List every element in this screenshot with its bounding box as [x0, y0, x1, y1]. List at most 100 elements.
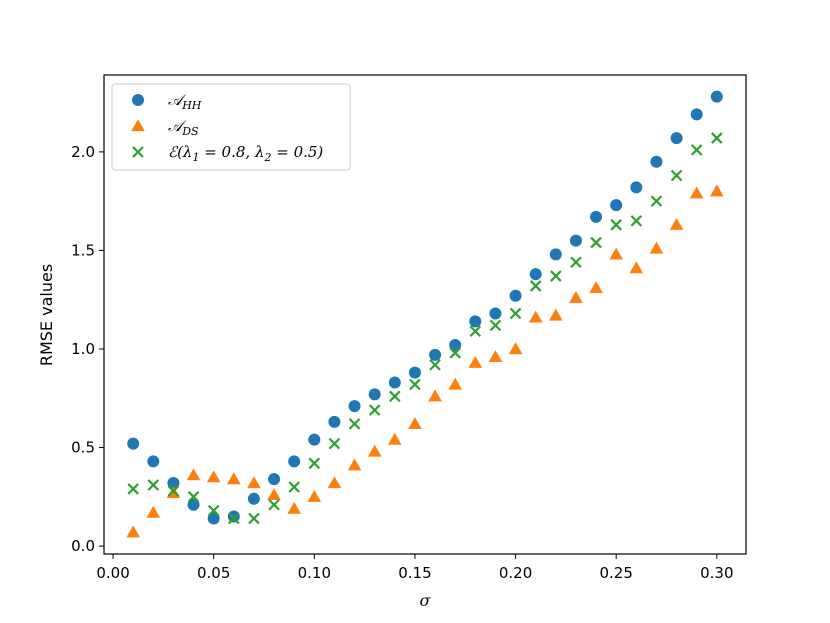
data-point	[448, 377, 462, 390]
y-axis-label: RMSE values	[37, 264, 56, 366]
data-point	[287, 501, 301, 514]
data-point	[690, 144, 703, 156]
legend-box	[111, 83, 351, 171]
series-3	[127, 132, 723, 525]
x-axis-label: σ	[420, 591, 432, 610]
data-point	[186, 468, 201, 481]
data-point	[147, 455, 160, 468]
data-point	[590, 236, 602, 249]
data-point	[308, 433, 321, 446]
data-point	[610, 219, 622, 231]
data-point	[689, 186, 704, 199]
data-point	[711, 132, 723, 144]
data-point	[347, 458, 362, 471]
data-point	[569, 290, 583, 303]
data-point	[408, 417, 422, 430]
x-tick-label: 0.05	[197, 564, 230, 582]
legend-marker	[132, 94, 144, 106]
data-point	[670, 132, 683, 145]
data-point	[429, 358, 441, 371]
data-point	[146, 505, 161, 518]
data-point	[690, 108, 703, 121]
data-point	[630, 215, 643, 227]
data-point	[529, 268, 542, 281]
data-point	[650, 155, 663, 168]
data-point	[469, 325, 482, 338]
data-point	[630, 181, 643, 194]
data-point	[590, 210, 603, 223]
data-point	[348, 418, 361, 430]
data-point	[267, 488, 281, 500]
data-point	[288, 481, 300, 493]
data-point	[570, 256, 582, 269]
data-point	[248, 512, 260, 525]
data-point	[488, 350, 503, 362]
y-tick-label: 1.5	[71, 241, 95, 259]
data-point	[368, 404, 381, 416]
data-point	[227, 510, 240, 523]
data-point	[268, 498, 280, 511]
data-point	[227, 472, 241, 485]
data-point	[388, 376, 401, 389]
data-point	[408, 366, 421, 379]
data-point	[549, 308, 563, 321]
data-point	[610, 199, 623, 212]
x-tick-label: 0.00	[96, 564, 129, 582]
data-point	[348, 400, 361, 413]
plot-area	[126, 90, 724, 538]
data-point	[669, 218, 684, 230]
data-point	[268, 473, 281, 486]
data-point	[207, 504, 220, 517]
data-point	[167, 477, 180, 490]
data-point	[328, 415, 341, 428]
data-point	[528, 310, 543, 323]
data-point	[449, 347, 461, 359]
data-point	[710, 90, 723, 103]
data-point	[428, 389, 442, 402]
data-point	[228, 512, 240, 525]
y-tick-label: 1.0	[71, 340, 95, 358]
data-point	[207, 512, 220, 525]
data-point	[549, 248, 562, 261]
data-point	[509, 307, 522, 320]
legend-marker	[132, 146, 144, 158]
x-tick-label: 0.15	[398, 564, 431, 582]
data-point	[127, 483, 139, 495]
data-point	[308, 457, 321, 470]
data-point	[187, 498, 200, 511]
data-point	[327, 476, 342, 489]
data-point	[670, 169, 683, 182]
data-point	[468, 355, 483, 368]
data-point	[649, 241, 664, 254]
data-point	[409, 378, 421, 391]
data-point	[629, 261, 644, 274]
y-tick-label: 2.0	[71, 143, 95, 161]
data-point	[307, 490, 322, 502]
data-point	[609, 247, 623, 260]
data-point	[127, 437, 140, 450]
data-point	[187, 491, 200, 503]
data-point	[569, 234, 582, 247]
series-1	[127, 90, 723, 525]
x-axis: 0.00 0.05 0.10 0.15 0.20 0.25 0.30	[96, 554, 734, 582]
legend-marker	[131, 119, 145, 132]
legend-label: ℰ(λ1 = 0.8, λ2 = 0.5)	[168, 143, 323, 164]
data-point	[126, 525, 140, 538]
data-point	[288, 455, 301, 468]
data-point	[147, 479, 160, 491]
data-point	[206, 470, 221, 483]
data-point	[449, 339, 462, 352]
data-point	[389, 390, 401, 403]
data-point	[550, 270, 562, 282]
data-point	[247, 476, 261, 489]
y-tick-label: 0.5	[71, 439, 95, 457]
x-tick-label: 0.10	[298, 564, 331, 582]
series-2	[126, 184, 724, 538]
data-point	[247, 492, 260, 505]
data-point	[388, 432, 402, 445]
data-point	[489, 307, 502, 320]
data-point	[589, 281, 603, 293]
data-point	[429, 348, 442, 361]
y-axis: 0.0 0.5 1.0 1.5 2.0	[71, 143, 104, 555]
plot-frame	[103, 74, 747, 555]
